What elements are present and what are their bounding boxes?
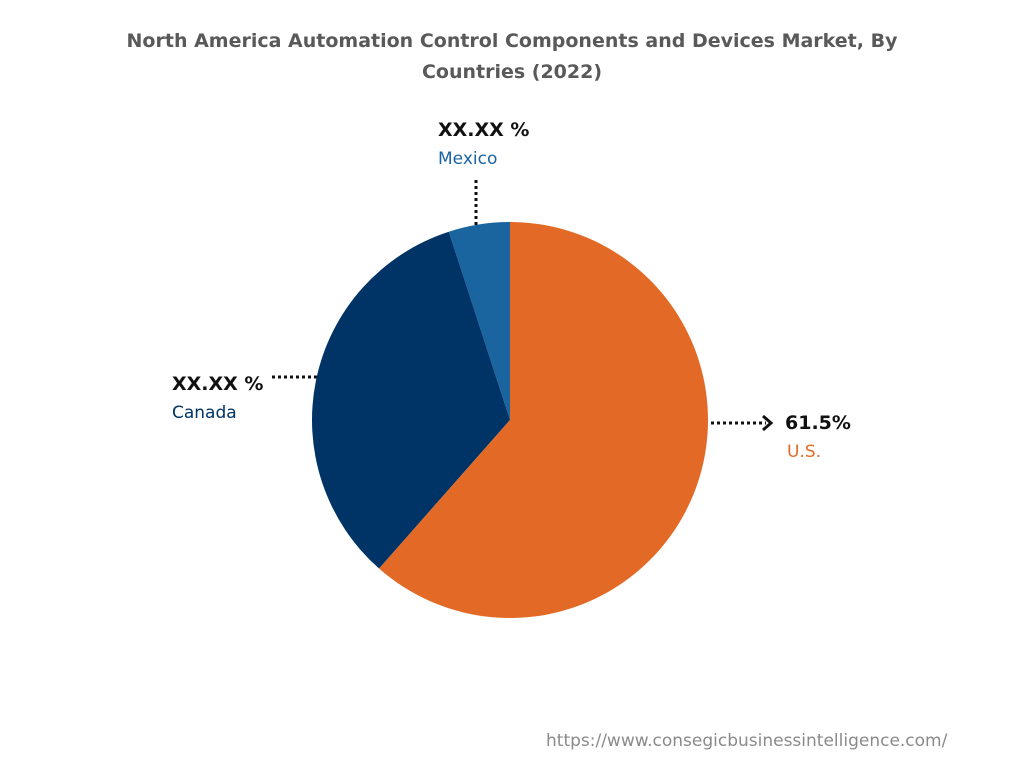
leader-arrow-us: [762, 414, 774, 432]
canada-value-label: XX.XX %: [172, 373, 264, 395]
pie-slice-us: [379, 222, 708, 618]
canada-name-label: Canada: [172, 403, 237, 423]
us-value-label: 61.5%: [785, 412, 851, 434]
mexico-value-label: XX.XX %: [438, 119, 530, 141]
chart-title: North America Automation Control Compone…: [112, 26, 912, 88]
pie-slice-mexico: [448, 222, 510, 420]
pie-slice-canada: [312, 231, 510, 569]
chart-title-line-2: Countries (2022): [421, 61, 603, 83]
mexico-name-label: Mexico: [438, 149, 498, 169]
source-url: https://www.consegicbusinessintelligence…: [546, 731, 948, 751]
us-name-label: U.S.: [787, 442, 822, 462]
chart-title-line-1: North America Automation Control Compone…: [126, 30, 898, 52]
